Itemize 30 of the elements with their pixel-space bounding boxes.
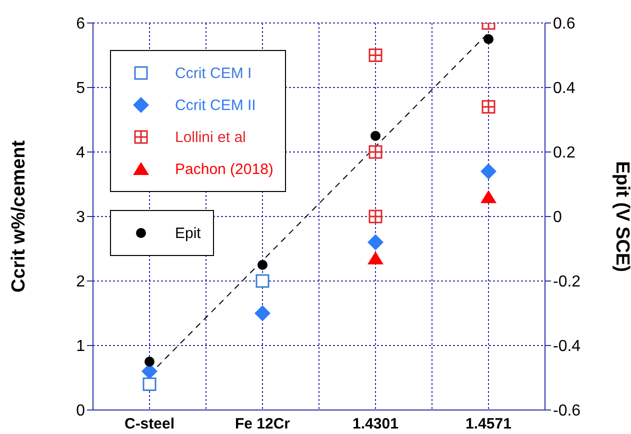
x-tick-label: 1.4301	[352, 416, 398, 433]
y-tick-label: 1	[76, 338, 86, 356]
y2-tick-label: 0.6	[553, 16, 576, 33]
y-tick-label: 3	[76, 209, 86, 226]
y2-axis-title: Epit (V SCE)	[611, 161, 631, 272]
y2-tick-label: 0	[553, 209, 562, 226]
x-tick-label: 1.4571	[466, 416, 512, 433]
legend-label: Epit	[175, 224, 201, 242]
x-tick-label: C-steel	[124, 416, 175, 433]
point	[370, 130, 380, 141]
y-tick-label: 5	[76, 80, 86, 98]
y2-tick-label: 0.4	[553, 80, 576, 98]
point	[144, 356, 154, 367]
x-tick-label: Fe 12Cr	[234, 416, 290, 433]
y2-tick-label: 0.2	[553, 144, 576, 162]
y-tick-label: 4	[76, 144, 86, 162]
legend-label: Pachon (2018)	[175, 160, 274, 178]
legend-label: Ccrit CEM I	[175, 64, 252, 82]
y-tick-label: 0	[76, 402, 86, 420]
legend-frame: Epit	[110, 210, 214, 256]
y-tick-label: 6	[76, 16, 86, 33]
y2-tick-label: -0.6	[553, 402, 581, 420]
point	[484, 34, 494, 44]
y2-tick-label: -0.4	[553, 338, 581, 356]
y2-tick-label: -0.2	[553, 274, 581, 291]
legend-label: Lollini et al	[175, 128, 246, 146]
y-axis-title: Ccrit w%/cement	[8, 140, 30, 293]
legend-label: Ccrit CEM II	[175, 96, 256, 114]
point	[258, 260, 268, 270]
y-tick-label: 2	[76, 274, 86, 291]
